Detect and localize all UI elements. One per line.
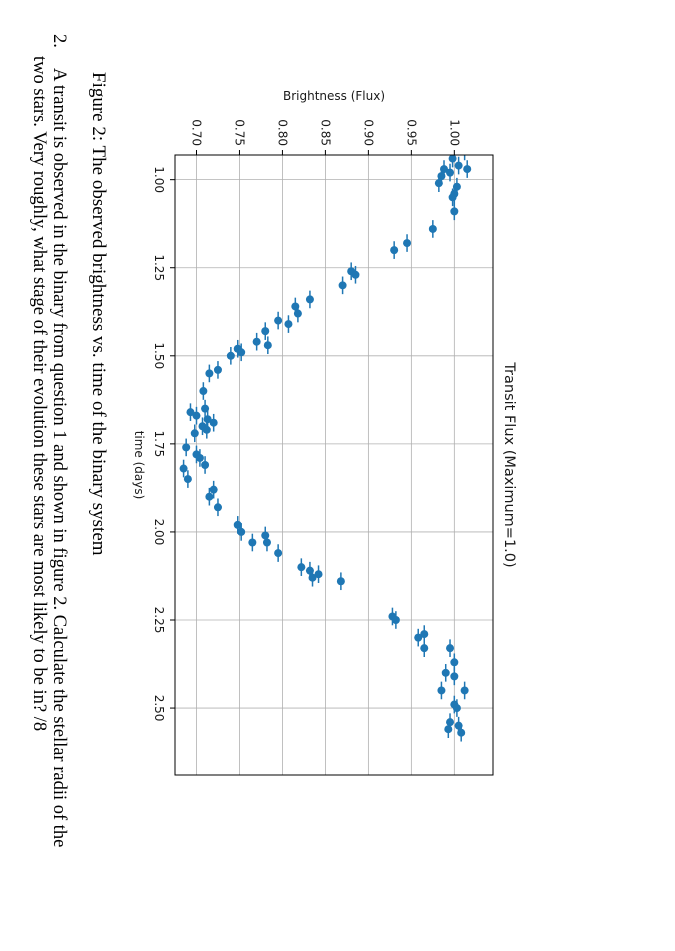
question-number: 2. (49, 34, 69, 48)
data-point (452, 704, 461, 713)
x-tick-label: 1.25 (152, 254, 166, 281)
data-point (263, 341, 272, 350)
y-tick-label: 1.00 (447, 119, 461, 146)
data-point (203, 415, 212, 424)
x-tick-label: 1.50 (152, 342, 166, 369)
data-point (205, 492, 214, 501)
data-point (441, 668, 450, 677)
y-tick-label: 0.85 (318, 119, 332, 146)
data-point (261, 531, 270, 540)
data-point (233, 520, 242, 529)
data-point (199, 387, 208, 396)
data-point (338, 281, 347, 290)
question-line-1: A transit is observed in the binary from… (49, 68, 69, 848)
figure-caption: Figure 2: The observed brightness vs. ti… (88, 72, 109, 556)
data-point (434, 179, 443, 188)
data-point (186, 408, 195, 417)
data-point (201, 461, 210, 469)
data-point (305, 295, 314, 304)
data-point (450, 672, 459, 681)
data-point (463, 165, 472, 174)
data-point (252, 337, 261, 346)
data-point (179, 464, 188, 473)
question-line-2: two stars. Very roughly, what stage of t… (29, 56, 49, 732)
y-tick-label: 0.70 (189, 119, 203, 146)
data-point (454, 161, 463, 170)
data-point (460, 155, 469, 156)
data-point (420, 630, 429, 639)
x-tick-label: 2.50 (152, 695, 166, 722)
data-point (450, 658, 459, 667)
data-point (414, 633, 423, 642)
data-point (284, 320, 293, 329)
data-series (179, 155, 472, 742)
data-point (262, 538, 271, 547)
data-point (182, 443, 191, 452)
plot-frame (174, 154, 494, 776)
data-point (248, 538, 257, 547)
transit-flux-chart: 1.00 1.25 1.50 1.75 2.00 2.25 2.50 0.70 0.75 0.80… (132, 89, 517, 776)
data-point (403, 239, 412, 248)
data-point (457, 728, 466, 737)
data-point (390, 246, 399, 255)
data-point (448, 193, 457, 202)
x-tick-label: 1.75 (152, 431, 166, 458)
data-point (460, 686, 469, 695)
data-point (205, 369, 214, 378)
y-tick-label: 0.90 (361, 119, 375, 146)
data-point (297, 563, 306, 572)
data-point (209, 418, 218, 427)
x-tick-label: 1.00 (152, 166, 166, 193)
data-point (213, 365, 222, 374)
data-point (428, 224, 437, 233)
x-tick-label: 2.25 (152, 607, 166, 634)
y-axis-label: Brightness (Flux) (283, 89, 385, 103)
question-2: 2. A transit is observed in the binary f… (29, 34, 69, 914)
y-tick-label: 0.75 (232, 119, 246, 146)
data-point (314, 570, 323, 579)
data-point (391, 616, 400, 624)
question-text: A transit is observed in the binary from… (29, 56, 69, 914)
chart-title: Transit Flux (Maximum=1.0) (501, 361, 517, 567)
data-point (209, 485, 218, 494)
data-point (195, 453, 204, 462)
data-point (190, 429, 199, 438)
data-point (183, 475, 192, 484)
data-point (446, 644, 455, 653)
data-point (237, 527, 246, 536)
data-point (261, 327, 270, 336)
x-tick-label: 2.00 (152, 519, 166, 546)
data-point (237, 348, 246, 357)
y-tick-label: 0.95 (404, 119, 418, 146)
x-axis-label: time (days) (132, 431, 146, 500)
data-point (293, 309, 302, 318)
data-point (448, 155, 457, 163)
data-point (444, 725, 453, 734)
data-point (446, 168, 455, 177)
data-point (213, 503, 222, 512)
data-point (450, 207, 459, 216)
data-point (226, 351, 235, 360)
data-point (274, 316, 283, 325)
data-point (308, 573, 317, 582)
data-point (446, 718, 455, 727)
data-point (274, 549, 283, 558)
data-point (192, 411, 201, 420)
data-point (437, 686, 446, 695)
data-point (336, 577, 345, 586)
y-tick-label: 0.80 (275, 119, 289, 146)
data-point (420, 644, 429, 653)
data-point (351, 270, 360, 279)
data-point (202, 425, 211, 434)
